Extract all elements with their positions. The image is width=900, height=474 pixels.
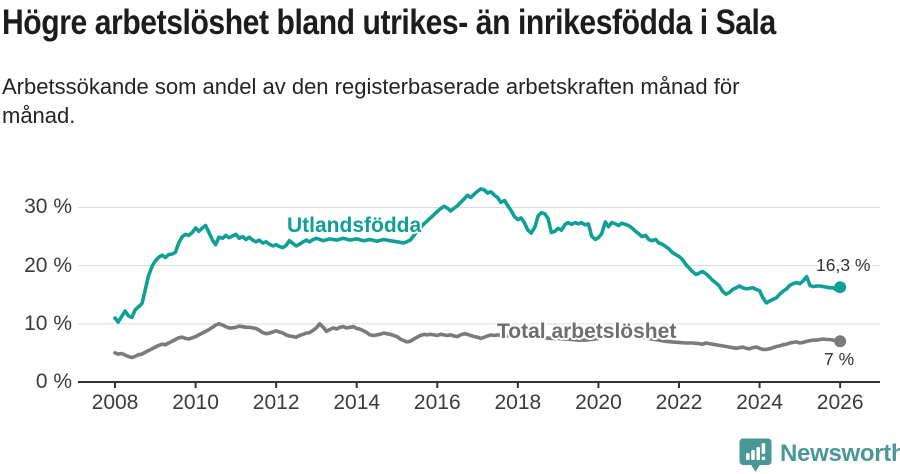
series-label-utlandsfodda: Utlandsfödda bbox=[287, 214, 422, 237]
page-subtitle: Arbetssökande som andel av den registerb… bbox=[2, 72, 739, 130]
utlandsfodda-line bbox=[113, 187, 842, 324]
end-value-label-total: 7 % bbox=[824, 349, 855, 369]
x-tick-label: 2024 bbox=[736, 391, 783, 414]
x-tick-label: 2020 bbox=[575, 391, 622, 414]
y-tick-label: 10 % bbox=[24, 311, 72, 335]
x-tick-label: 2008 bbox=[91, 391, 139, 414]
y-tick-label: 20 % bbox=[24, 253, 72, 277]
series-label-total-arbetsloshet: Total arbetslöshet bbox=[497, 320, 677, 343]
newsworthy-chart-bubble-icon bbox=[739, 438, 772, 472]
x-tick-label: 2016 bbox=[413, 391, 461, 414]
utlandsfodda-end-dot bbox=[834, 281, 847, 294]
x-tick-label: 2022 bbox=[655, 391, 703, 414]
y-tick-label: 0 % bbox=[35, 370, 72, 393]
x-tick-label: 2026 bbox=[816, 391, 864, 414]
end-value-label-utlandsfodda: 16,3 % bbox=[816, 255, 871, 275]
newsworthy-logo: Newsworthy bbox=[739, 438, 900, 473]
total-line bbox=[113, 321, 842, 360]
y-tick-label: 30 % bbox=[24, 195, 72, 219]
x-tick-label: 2010 bbox=[172, 391, 219, 414]
page-title: Högre arbetslöshet bland utrikes- än inr… bbox=[2, 3, 776, 42]
x-tick-label: 2012 bbox=[252, 391, 300, 414]
x-tick-label: 2018 bbox=[494, 391, 542, 414]
total-end-dot bbox=[834, 335, 847, 348]
subtitle-line-2: månad. bbox=[2, 103, 76, 128]
subtitle-line-1: Arbetssökande som andel av den registerb… bbox=[2, 74, 740, 99]
brand-name: Newsworthy bbox=[780, 440, 900, 467]
x-tick-label: 2014 bbox=[333, 391, 381, 414]
